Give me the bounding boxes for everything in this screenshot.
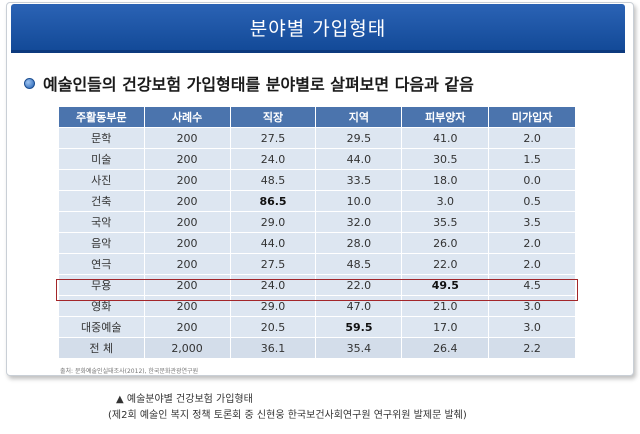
table-body: 문학 200 27.5 29.5 41.0 2.0 미술 200 24.0 44.0 30.5 1.5… [58,127,576,359]
table-cell: 3.0 [401,190,490,212]
table-cell: 36.1 [229,337,317,359]
table-cell: 10.0 [315,190,403,212]
table-cell: 22.0 [401,253,490,275]
table-cell: 21.0 [401,295,490,317]
table-cell: 2.0 [488,253,576,275]
table-cell: 대중예술 [58,316,145,338]
table-cell: 200 [143,148,231,170]
table-cell: 86.5 [229,190,317,212]
table-header-row: 주활동부문 사례수 직장 지역 피부양자 미가입자 [58,106,576,128]
table-cell: 24.0 [229,274,317,296]
table-cell: 연극 [58,253,145,275]
table-cell: 200 [143,253,231,275]
table-cell: 33.5 [315,169,403,191]
heading-text: 예술인들의 건강보험 가입형태를 분야별로 살펴보면 다음과 같음 [43,75,474,94]
table-cell: 35.5 [401,211,490,233]
table-row: 전 체 2,000 36.1 35.4 26.4 2.2 [58,337,576,359]
table-cell: 0.0 [488,169,576,191]
table-cell: 200 [143,232,231,254]
table-cell: 전 체 [58,337,145,359]
table-cell: 국악 [58,211,145,233]
table-cell: 29.5 [315,127,403,149]
banner-divider [11,50,625,53]
header-workplace: 직장 [229,106,317,128]
table-cell: 35.4 [315,337,403,359]
table-cell: 48.5 [315,253,403,275]
table-cell: 건축 [58,190,145,212]
table-cell: 영화 [58,295,145,317]
banner-title: 분야별 가입형태 [249,17,387,40]
table-cell: 200 [143,295,231,317]
table-cell: 200 [143,190,231,212]
table-row: 미술 200 24.0 44.0 30.5 1.5 [58,148,576,170]
source-note: 출처: 문화예술인실태조사(2012), 한국문화관광연구원 [60,368,199,375]
table-cell: 30.5 [401,148,490,170]
table-cell: 문학 [58,127,145,149]
table-row: 무용 200 24.0 22.0 49.5 4.5 [58,274,576,296]
table-cell: 3.5 [488,211,576,233]
table-cell: 20.5 [229,316,317,338]
table-row: 영화 200 29.0 47.0 21.0 3.0 [58,295,576,317]
table-row: 대중예술 200 20.5 59.5 17.0 3.0 [58,316,576,338]
table-row: 국악 200 29.0 32.0 35.5 3.5 [58,211,576,233]
table-cell: 3.0 [488,295,576,317]
table-cell: 26.4 [401,337,490,359]
table-cell: 2,000 [143,337,231,359]
table-cell: 27.5 [229,253,317,275]
table-cell: 28.0 [315,232,403,254]
table-cell: 49.5 [401,274,490,296]
header-cases: 사례수 [143,106,231,128]
table-cell: 29.0 [229,211,317,233]
table-row: 음악 200 44.0 28.0 26.0 2.0 [58,232,576,254]
table-row: 건축 200 86.5 10.0 3.0 0.5 [58,190,576,212]
table-cell: 41.0 [401,127,490,149]
table-cell: 2.2 [488,337,576,359]
header-regional: 지역 [315,106,403,128]
insurance-table: 주활동부문 사례수 직장 지역 피부양자 미가입자 문학 200 27.5 29.5 4… [58,106,576,359]
table-cell: 26.0 [401,232,490,254]
table-cell: 22.0 [315,274,403,296]
table-cell: 사진 [58,169,145,191]
table-cell: 27.5 [229,127,317,149]
table-cell: 200 [143,127,231,149]
table-cell: 0.5 [488,190,576,212]
table-row: 사진 200 48.5 33.5 18.0 0.0 [58,169,576,191]
table-cell: 200 [143,169,231,191]
table-cell: 2.0 [488,127,576,149]
table-cell: 4.5 [488,274,576,296]
table-cell: 29.0 [229,295,317,317]
slide-heading: 예술인들의 건강보험 가입형태를 분야별로 살펴보면 다음과 같음 [24,70,624,96]
table-row: 연극 200 27.5 48.5 22.0 2.0 [58,253,576,275]
table-cell: 44.0 [315,148,403,170]
table-cell: 59.5 [315,316,403,338]
table-row: 문학 200 27.5 29.5 41.0 2.0 [58,127,576,149]
table-cell: 3.0 [488,316,576,338]
table-cell: 24.0 [229,148,317,170]
header-uninsured: 미가입자 [488,106,576,128]
table-cell: 200 [143,211,231,233]
table-cell: 48.5 [229,169,317,191]
header-dependent: 피부양자 [401,106,490,128]
table-cell: 200 [143,316,231,338]
table-cell: 200 [143,274,231,296]
table-cell: 무용 [58,274,145,296]
table-cell: 17.0 [401,316,490,338]
table-cell: 1.5 [488,148,576,170]
table-cell: 미술 [58,148,145,170]
table-cell: 18.0 [401,169,490,191]
caption-title: ▲ 예술분야별 건강보험 가입형태 [116,394,253,405]
table-cell: 47.0 [315,295,403,317]
bullet-icon [24,77,35,89]
table-cell: 44.0 [229,232,317,254]
table-cell: 음악 [58,232,145,254]
slide-banner: 분야별 가입형태 [11,4,625,50]
caption-source: (제2회 예술인 복지 정책 토론회 중 신현웅 한국보건사회연구원 연구위원 … [108,410,467,421]
header-field: 주활동부문 [58,106,145,128]
table-cell: 32.0 [315,211,403,233]
table-cell: 2.0 [488,232,576,254]
